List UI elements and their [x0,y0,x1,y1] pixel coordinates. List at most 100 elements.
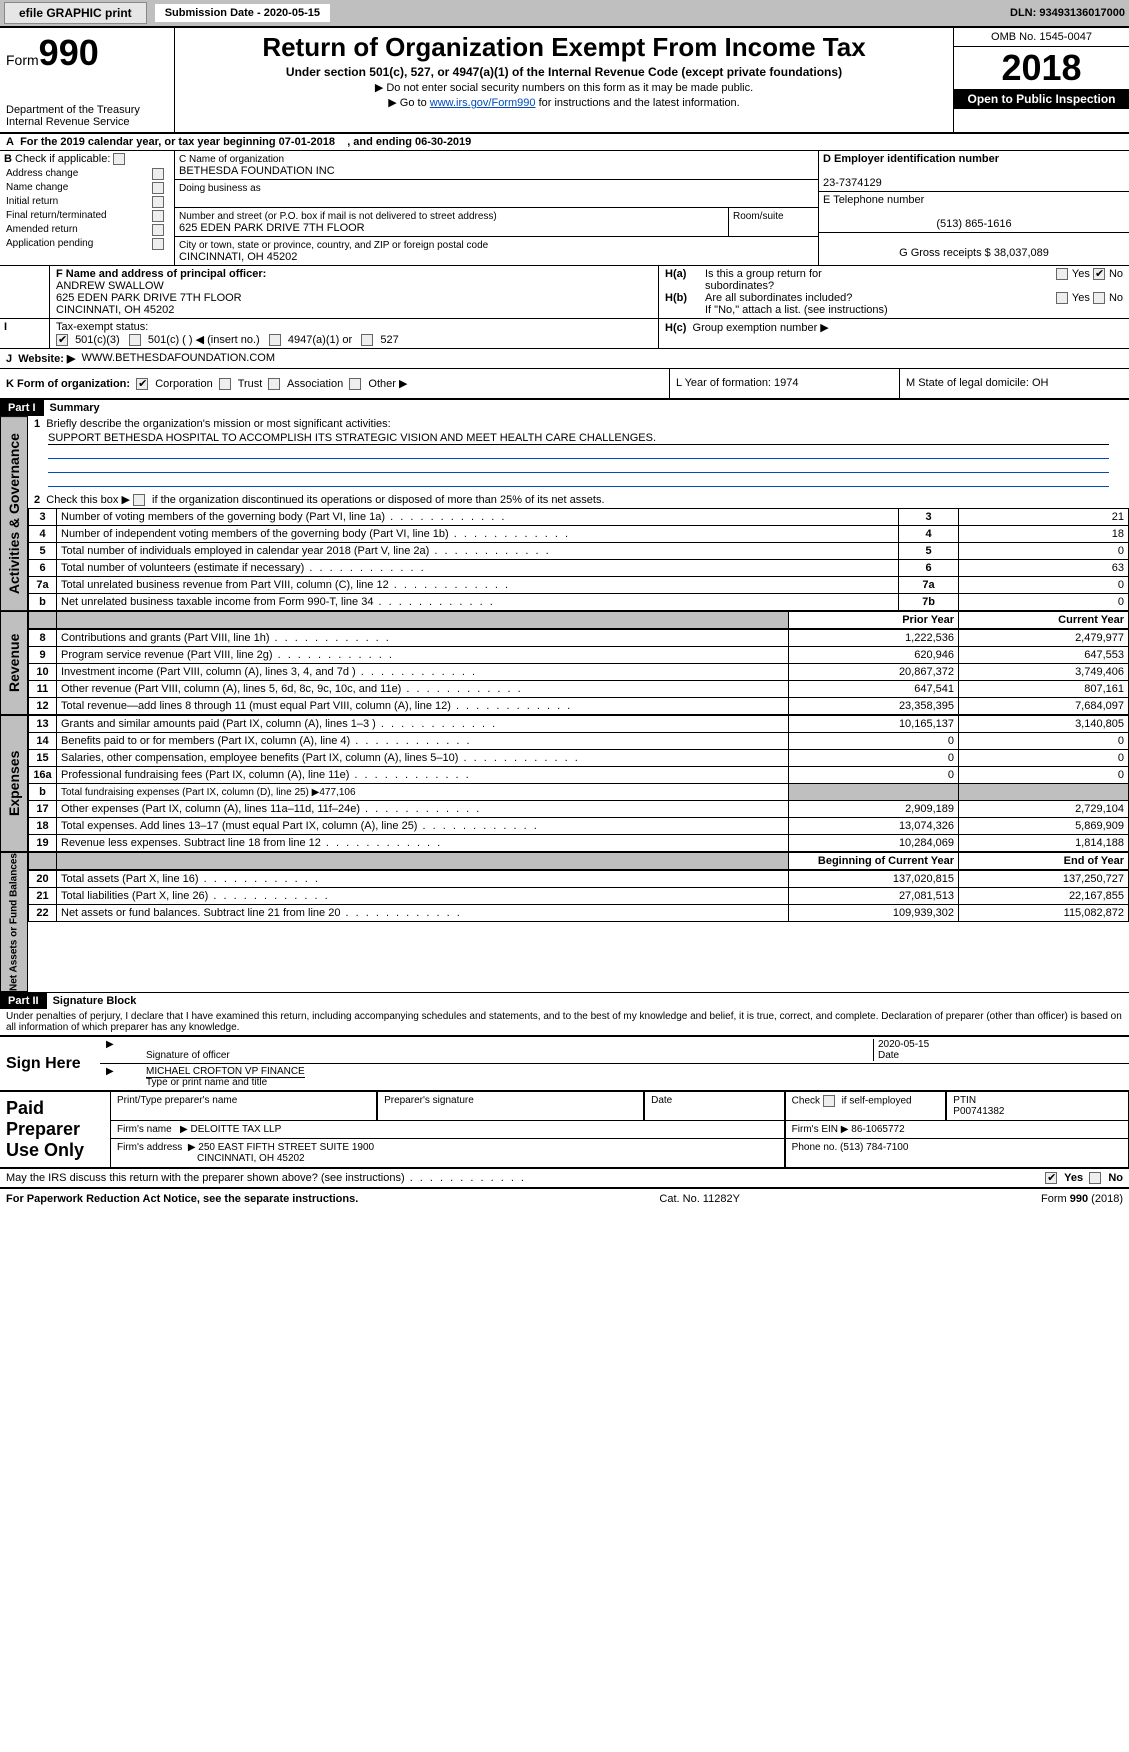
paid-preparer-block: Paid Preparer Use Only Print/Type prepar… [0,1092,1129,1169]
line1-label: Briefly describe the organization's miss… [46,418,390,430]
officer-city: CINCINNATI, OH 45202 [56,304,174,316]
hdr-boy: Beginning of Current Year [789,853,959,870]
sig-officer-label: Signature of officer [146,1050,230,1061]
cb-other[interactable] [349,378,361,390]
irs-link[interactable]: www.irs.gov/Form990 [430,97,536,109]
firm-phone: Phone no. (513) 784-7100 [785,1139,1129,1167]
sign-here-label: Sign Here [0,1037,100,1090]
sign-here-block: Sign Here Signature of officer 2020-05-15… [0,1035,1129,1092]
hb-no[interactable] [1093,292,1105,304]
irs-label: Internal Revenue Service [6,116,168,128]
firm-addr: ▶ 250 EAST FIFTH STREET SUITE 1900 [188,1142,374,1153]
part-ii-title: Signature Block [47,993,143,1009]
perjury-text: Under penalties of perjury, I declare th… [0,1009,1129,1035]
header-note-1: ▶ Do not enter social security numbers o… [181,81,947,94]
omb-number: OMB No. 1545-0047 [954,28,1129,47]
line2-label: Check this box ▶ if the organization dis… [46,494,604,506]
ha-label: Is this a group return for [705,268,822,280]
tab-revenue: Revenue [0,611,28,715]
header-note-2: ▶ Go to www.irs.gov/Form990 for instruct… [181,96,947,109]
hb-label: Are all subordinates included? [705,292,1056,304]
prep-date-label: Date [644,1092,785,1121]
part-i-bar: Part I [0,400,44,416]
page-footer: For Paperwork Reduction Act Notice, see … [0,1189,1129,1209]
ha-no[interactable] [1093,268,1105,280]
gross-receipts: G Gross receipts $ 38,037,089 [899,247,1049,259]
may-no[interactable] [1089,1172,1101,1184]
phone-label: E Telephone number [823,194,924,206]
cb-501c[interactable] [129,334,141,346]
b-opt-label: Amended return [6,224,78,236]
cb-4947[interactable] [269,334,281,346]
c-label: C Name of organization [179,154,284,165]
f-label: F Name and address of principal officer: [56,268,266,280]
expenses-block: Expenses 13Grants and similar amounts pa… [0,715,1129,852]
cb-address-change[interactable] [152,168,164,180]
cb-name-change[interactable] [152,182,164,194]
revenue-block: Revenue Prior YearCurrent Year 8Contribu… [0,611,1129,715]
firm-ein: Firm's EIN ▶ 86-1065772 [785,1121,1129,1139]
phone-value: (513) 865-1616 [823,218,1125,230]
may-yes[interactable] [1045,1172,1057,1184]
firm-name: ▶ DELOITTE TAX LLP [180,1124,281,1135]
cb-trust[interactable] [219,378,231,390]
checkbox-applicable[interactable] [113,153,125,165]
m-state: M State of legal domicile: OH [899,369,1129,398]
dln: DLN: 93493136017000 [1010,7,1125,19]
part-ii-bar: Part II [0,993,47,1009]
firm-city: CINCINNATI, OH 45202 [117,1153,305,1164]
b-opt-label: Name change [6,182,68,194]
line-klm: K Form of organization: Corporation Trus… [0,369,1129,400]
firm-name-label: Firm's name [117,1124,172,1135]
efile-print-button[interactable]: efile GRAPHIC print [4,2,147,24]
part-i-header: Part I Summary [0,400,1129,416]
dba-label: Doing business as [179,183,261,194]
hdr-curr: Current Year [959,612,1129,629]
website-value: WWW.BETHESDAFOUNDATION.COM [82,352,276,365]
hb-yes[interactable] [1056,292,1068,304]
footer-left: For Paperwork Reduction Act Notice, see … [6,1193,358,1205]
cb-selfemployed[interactable] [823,1095,835,1107]
governance-block: Activities & Governance 1 Briefly descri… [0,416,1129,611]
b-opt-label: Address change [6,168,78,180]
top-toolbar: efile GRAPHIC print Submission Date - 20… [0,0,1129,26]
sig-date: 2020-05-15 [878,1039,929,1050]
cb-527[interactable] [361,334,373,346]
form-header: Form990 Department of the Treasury Inter… [0,26,1129,134]
form-title: Return of Organization Exempt From Incom… [181,32,947,63]
hc-label: Group exemption number ▶ [693,322,829,334]
line-j: J Website: ▶ WWW.BETHESDAFOUNDATION.COM [0,348,1129,369]
officer-name: ANDREW SWALLOW [56,280,164,292]
cb-assoc[interactable] [268,378,280,390]
cb-amended-return[interactable] [152,224,164,236]
l-year-formation: L Year of formation: 1974 [669,369,899,398]
cb-discontinued[interactable] [133,494,145,506]
netassets-block: Net Assets or Fund Balances Beginning of… [0,852,1129,992]
b-opt-label: Application pending [6,238,93,250]
tab-netassets: Net Assets or Fund Balances [0,852,28,992]
b-opt-label: Initial return [6,196,58,208]
cb-application-pending[interactable] [152,238,164,250]
line-a: A For the 2019 calendar year, or tax yea… [0,134,1129,151]
footer-cat: Cat. No. 11282Y [659,1193,740,1205]
hb-note: If "No," attach a list. (see instruction… [665,304,1123,316]
ein-value: 23-7374129 [823,177,882,189]
ptin-value: P00741382 [953,1106,1004,1117]
form-subtitle: Under section 501(c), 527, or 4947(a)(1)… [181,65,947,79]
b-label: Check if applicable: [15,153,110,165]
firm-addr-label: Firm's address [117,1142,182,1153]
hdr-prior: Prior Year [789,612,959,629]
section-fh: F Name and address of principal officer:… [0,265,1129,318]
cb-corp[interactable] [136,378,148,390]
part-i-title: Summary [44,400,106,416]
ptin-label: PTIN [953,1095,976,1106]
hdr-eoy: End of Year [959,853,1129,870]
ha-yes[interactable] [1056,268,1068,280]
k-label: Form of organization: [17,378,130,390]
submission-date: Submission Date - 2020-05-15 [155,4,330,22]
cb-final-return-terminated[interactable] [152,210,164,222]
cb-501c3[interactable] [56,334,68,346]
city-value: CINCINNATI, OH 45202 [179,251,297,263]
cb-initial-return[interactable] [152,196,164,208]
section-bcdefg: B Check if applicable: Address changeNam… [0,151,1129,265]
